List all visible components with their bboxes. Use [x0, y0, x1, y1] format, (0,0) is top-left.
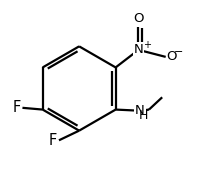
Text: N: N [134, 43, 143, 56]
Text: F: F [12, 100, 21, 115]
Text: −: − [174, 47, 184, 57]
Text: +: + [143, 40, 151, 50]
Text: N: N [135, 104, 145, 117]
Text: O: O [167, 50, 177, 63]
Text: F: F [49, 133, 57, 148]
Text: O: O [133, 12, 144, 25]
Text: H: H [139, 109, 148, 122]
